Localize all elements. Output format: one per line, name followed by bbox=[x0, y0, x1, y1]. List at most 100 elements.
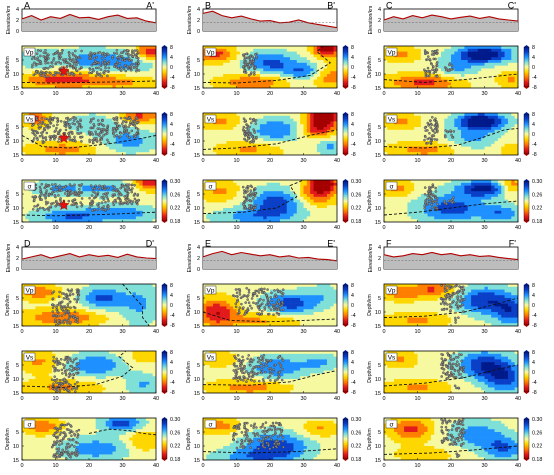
anomaly-cell bbox=[38, 68, 43, 72]
panel-label-box bbox=[23, 181, 36, 191]
anomaly-cell bbox=[296, 74, 301, 78]
anomaly-cell bbox=[226, 118, 231, 122]
earthquake-point bbox=[125, 52, 128, 55]
earthquake-point bbox=[253, 131, 256, 134]
anomaly-cell bbox=[115, 191, 120, 195]
anomaly-cell bbox=[226, 65, 231, 69]
anomaly-cell bbox=[286, 129, 291, 133]
anomaly-cell bbox=[95, 124, 100, 128]
anomaly-cell bbox=[236, 118, 241, 122]
earthquake-point bbox=[242, 189, 246, 192]
earthquake-point bbox=[39, 206, 42, 210]
anomaly-cell bbox=[58, 146, 63, 150]
anomaly-cell bbox=[115, 152, 120, 155]
anomaly-cell bbox=[42, 85, 46, 88]
anomaly-cell bbox=[333, 121, 337, 125]
anomaly-cell bbox=[109, 202, 113, 206]
earthquake-point bbox=[40, 182, 44, 186]
anomaly-cell bbox=[239, 54, 244, 58]
anomaly-cell bbox=[42, 149, 46, 153]
anomaly-cell bbox=[68, 48, 73, 52]
earthquake-point bbox=[102, 205, 105, 208]
earthquake-point bbox=[137, 198, 140, 202]
anomaly-cell bbox=[95, 82, 100, 86]
elevation-axis-label: Elevation/km bbox=[187, 6, 193, 35]
earthquake-point bbox=[89, 56, 92, 59]
profile-start-label: C bbox=[386, 1, 393, 11]
anomaly-cell bbox=[75, 74, 80, 78]
anomaly-cell bbox=[28, 82, 33, 86]
colorbar-tick-label: -8 bbox=[170, 85, 175, 91]
colorbar-tick-label: -4 bbox=[351, 75, 356, 81]
anomaly-cell bbox=[263, 54, 267, 58]
anomaly-cell bbox=[22, 113, 26, 117]
anomaly-cell bbox=[246, 180, 251, 184]
anomaly-cell bbox=[62, 46, 66, 50]
anomaly-cell bbox=[303, 62, 308, 66]
anomaly-cell bbox=[213, 180, 217, 184]
anomaly-cell bbox=[387, 85, 391, 88]
anomaly-cell bbox=[52, 185, 56, 189]
anomaly-cell bbox=[310, 132, 314, 136]
colorbar-tick-label: 8 bbox=[170, 45, 173, 51]
anomaly-cell bbox=[75, 149, 80, 153]
anomaly-cell bbox=[280, 82, 284, 86]
anomaly-cell bbox=[109, 71, 113, 75]
anomaly-cell bbox=[213, 194, 217, 198]
anomaly-cell bbox=[152, 115, 156, 119]
earthquake-point bbox=[255, 55, 258, 59]
anomaly-cell bbox=[105, 48, 110, 52]
colorbar-tick-label: 4 bbox=[351, 122, 354, 128]
earthquake-point bbox=[243, 137, 246, 141]
anomaly-cell bbox=[38, 138, 43, 142]
earthquake-point bbox=[103, 59, 107, 62]
anomaly-cell bbox=[55, 74, 60, 78]
anomaly-cell bbox=[135, 143, 140, 147]
earthquake-point bbox=[36, 138, 39, 141]
anomaly-cell bbox=[280, 196, 284, 200]
anomaly-cell bbox=[256, 188, 261, 192]
anomaly-cell bbox=[95, 149, 100, 153]
anomaly-cell bbox=[22, 74, 26, 78]
anomaly-cell bbox=[253, 127, 257, 131]
earthquake-point bbox=[252, 58, 255, 61]
anomaly-cell bbox=[273, 149, 277, 153]
anomaly-cell bbox=[333, 213, 337, 217]
anomaly-cell bbox=[320, 138, 324, 142]
anomaly-cell bbox=[323, 213, 328, 217]
anomaly-cell bbox=[270, 62, 274, 66]
anomaly-cell bbox=[323, 127, 328, 131]
anomaly-cell bbox=[203, 62, 207, 66]
anomaly-cell bbox=[270, 121, 274, 125]
anomaly-cell bbox=[276, 180, 281, 184]
anomaly-cell bbox=[78, 113, 83, 117]
anomaly-cell bbox=[109, 194, 113, 198]
anomaly-cell bbox=[22, 143, 26, 147]
anomaly-cell bbox=[233, 118, 237, 122]
anomaly-cell bbox=[249, 191, 254, 195]
anomaly-cell bbox=[219, 79, 224, 83]
anomaly-cell bbox=[112, 82, 117, 86]
anomaly-cell bbox=[243, 113, 247, 117]
anomaly-cell bbox=[85, 68, 90, 72]
elevation-tick-label: 2 bbox=[16, 18, 19, 24]
earthquake-point bbox=[101, 119, 104, 122]
anomaly-cell bbox=[323, 210, 328, 214]
anomaly-cell bbox=[270, 185, 274, 189]
anomaly-cell bbox=[226, 199, 231, 203]
anomaly-cell bbox=[109, 219, 113, 222]
anomaly-cell bbox=[387, 57, 391, 61]
anomaly-cell bbox=[55, 60, 60, 64]
anomaly-cell bbox=[219, 138, 224, 142]
earthquake-point bbox=[49, 138, 52, 141]
anomaly-cell bbox=[109, 196, 113, 200]
earthquake-point bbox=[251, 135, 254, 139]
anomaly-cell bbox=[139, 121, 143, 125]
anomaly-cell bbox=[223, 216, 227, 220]
anomaly-cell bbox=[68, 202, 73, 206]
anomaly-cell bbox=[68, 54, 73, 58]
anomaly-cell bbox=[139, 113, 143, 117]
anomaly-cell bbox=[290, 213, 294, 217]
anomaly-cell bbox=[263, 216, 267, 220]
